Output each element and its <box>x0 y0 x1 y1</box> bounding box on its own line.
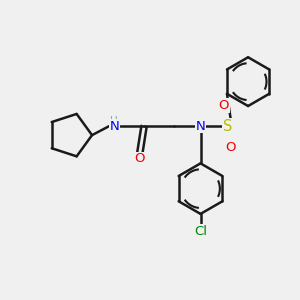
Text: N: N <box>110 120 119 133</box>
Text: Cl: Cl <box>194 225 207 238</box>
Text: S: S <box>223 119 232 134</box>
Text: O: O <box>134 152 145 165</box>
Text: H: H <box>110 116 118 126</box>
Text: N: N <box>196 120 206 133</box>
Text: O: O <box>218 99 229 112</box>
Text: O: O <box>226 140 236 154</box>
